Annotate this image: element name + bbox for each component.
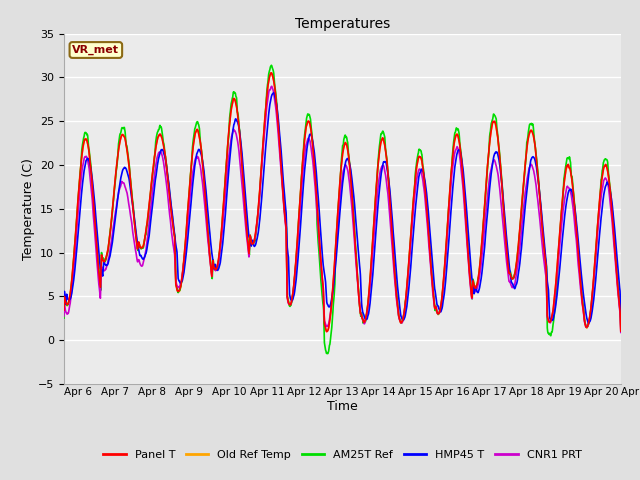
X-axis label: Time: Time: [327, 399, 358, 412]
Title: Temperatures: Temperatures: [295, 17, 390, 31]
Text: VR_met: VR_met: [72, 45, 119, 55]
Legend: Panel T, Old Ref Temp, AM25T Ref, HMP45 T, CNR1 PRT: Panel T, Old Ref Temp, AM25T Ref, HMP45 …: [99, 445, 586, 465]
Y-axis label: Temperature (C): Temperature (C): [22, 158, 35, 260]
